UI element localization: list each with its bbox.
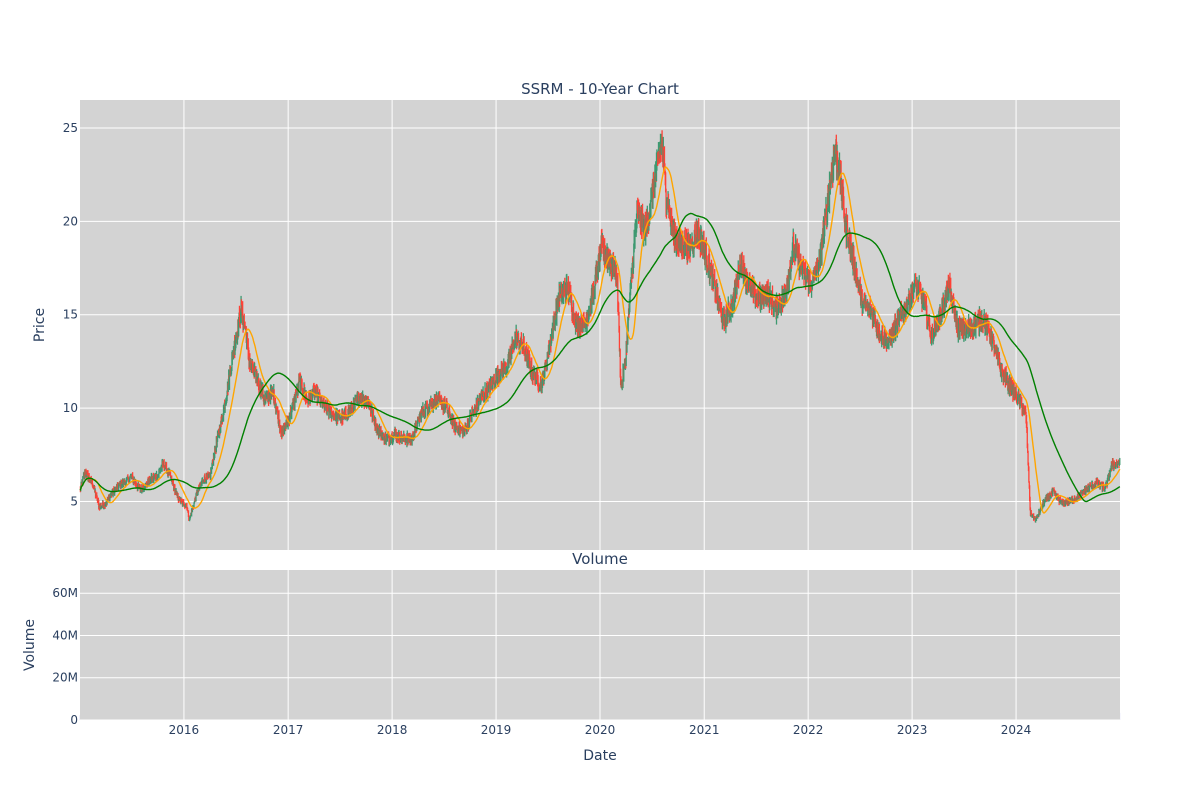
volume-chart-title: Volume	[572, 550, 628, 568]
x-tick-label: 2017	[273, 723, 304, 737]
volume-y-tick-labels: 0 20M 40M 60M	[52, 586, 78, 727]
x-tick-label: 2020	[585, 723, 616, 737]
price-y-tick-label: 25	[63, 121, 78, 135]
x-tick-label: 2016	[169, 723, 200, 737]
moving-average-line	[79, 212, 1121, 503]
volume-y-tick-label: 60M	[52, 586, 78, 600]
price-y-tick-label: 5	[70, 494, 78, 508]
moving-average-line	[79, 166, 1121, 514]
price-y-tick-labels: 5 10 15 20 25	[63, 121, 78, 508]
price-chart-title: SSRM - 10-Year Chart	[521, 80, 679, 98]
price-y-axis-label: Price	[32, 308, 48, 342]
volume-grid	[80, 570, 1120, 721]
date-x-axis-label: Date	[583, 748, 616, 764]
x-tick-label: 2018	[377, 723, 408, 737]
volume-x-tick-labels: 2016 2017 2018 2019 2020 2021 2022 2023 2024	[169, 723, 1032, 737]
x-tick-label: 2022	[793, 723, 824, 737]
price-y-tick-label: 15	[63, 308, 78, 322]
price-overlays	[79, 166, 1121, 514]
price-grid	[80, 100, 1120, 550]
volume-y-axis-label: Volume	[22, 619, 38, 671]
x-tick-label: 2021	[689, 723, 720, 737]
x-tick-label: 2024	[1001, 723, 1032, 737]
x-tick-label: 2023	[897, 723, 928, 737]
price-y-tick-label: 10	[63, 401, 78, 415]
volume-y-tick-label: 0	[70, 713, 78, 727]
volume-y-tick-label: 40M	[52, 628, 78, 642]
volume-y-tick-label: 20M	[52, 671, 78, 685]
x-tick-label: 2019	[481, 723, 512, 737]
price-y-tick-label: 20	[63, 214, 78, 228]
